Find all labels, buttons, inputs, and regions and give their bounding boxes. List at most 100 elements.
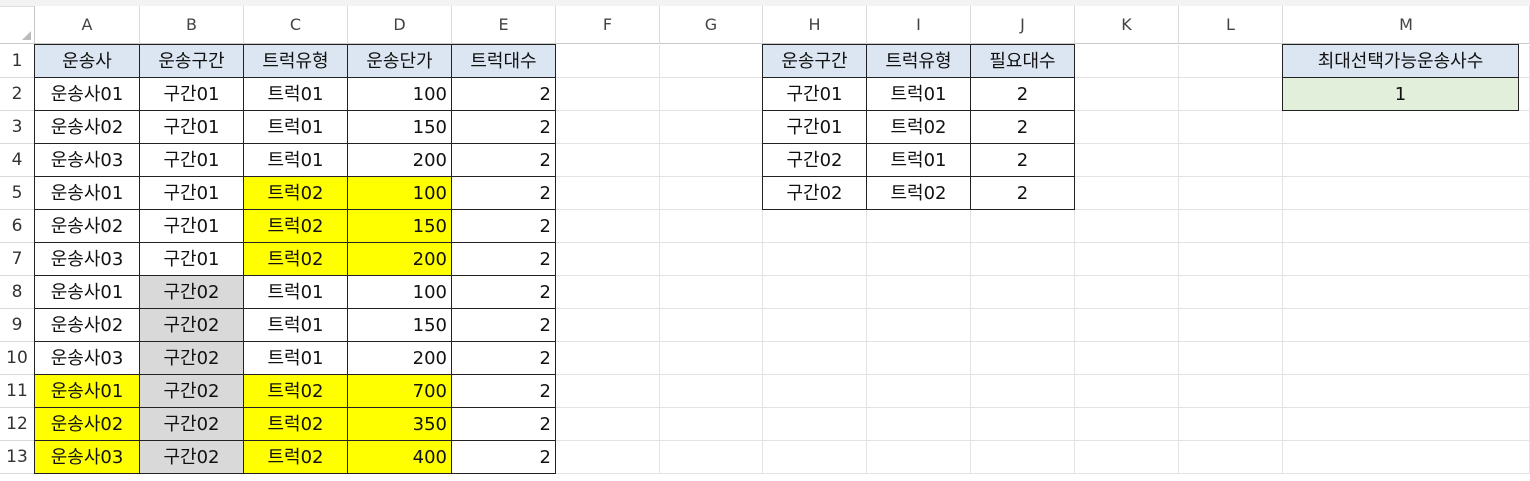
table1-cell[interactable]: 구간01	[139, 110, 244, 144]
table1-cell[interactable]: 200	[347, 242, 452, 276]
table1-cell[interactable]: 2	[451, 143, 556, 177]
grid-cell[interactable]	[971, 441, 1075, 474]
table2-cell[interactable]: 트럭01	[866, 77, 971, 111]
grid-cell[interactable]	[660, 78, 763, 111]
row-header-5[interactable]: 5	[0, 177, 35, 210]
column-header-g[interactable]: G	[660, 6, 763, 44]
table1-cell[interactable]: 운송사01	[34, 176, 140, 210]
grid-cell[interactable]	[867, 210, 971, 243]
table1-cell[interactable]: 100	[347, 275, 452, 309]
table2-cell[interactable]: 2	[970, 176, 1075, 210]
table2-cell[interactable]: 구간01	[762, 77, 867, 111]
column-header-d[interactable]: D	[348, 6, 452, 44]
grid-cell[interactable]	[1075, 408, 1179, 441]
table2-cell[interactable]: 구간02	[762, 143, 867, 177]
grid-cell[interactable]	[971, 408, 1075, 441]
table2-cell[interactable]: 구간01	[762, 110, 867, 144]
grid-cell[interactable]	[1179, 243, 1283, 276]
grid-cell[interactable]	[1075, 276, 1179, 309]
table1-cell[interactable]: 2	[451, 242, 556, 276]
grid-cell[interactable]	[556, 243, 660, 276]
grid-cell[interactable]	[763, 441, 867, 474]
table1-cell[interactable]: 200	[347, 341, 452, 375]
grid-cell[interactable]	[867, 276, 971, 309]
grid-cell[interactable]	[556, 78, 660, 111]
table2-cell[interactable]: 2	[970, 110, 1075, 144]
column-header-m[interactable]: M	[1283, 6, 1530, 44]
grid-cell[interactable]	[1075, 210, 1179, 243]
grid-cell[interactable]	[971, 276, 1075, 309]
table1-cell[interactable]: 운송사01	[34, 374, 140, 408]
row-header-2[interactable]: 2	[0, 78, 35, 111]
table1-cell[interactable]: 400	[347, 440, 452, 474]
grid-cell[interactable]	[556, 408, 660, 441]
grid-cell[interactable]	[763, 342, 867, 375]
grid-cell[interactable]	[867, 408, 971, 441]
grid-cell[interactable]	[1283, 342, 1530, 375]
grid-cell[interactable]	[1075, 111, 1179, 144]
select-all-corner[interactable]	[0, 6, 35, 44]
table1-cell[interactable]: 트럭01	[243, 143, 348, 177]
grid-cell[interactable]	[660, 45, 763, 78]
grid-cell[interactable]	[867, 441, 971, 474]
grid-cell[interactable]	[660, 441, 763, 474]
grid-cell[interactable]	[556, 111, 660, 144]
table1-cell[interactable]: 운송사03	[34, 341, 140, 375]
table1-cell[interactable]: 운송사01	[34, 275, 140, 309]
row-header-4[interactable]: 4	[0, 144, 35, 177]
row-header-13[interactable]: 13	[0, 441, 35, 474]
table2-cell[interactable]: 트럭02	[866, 176, 971, 210]
row-header-9[interactable]: 9	[0, 309, 35, 342]
table1-cell[interactable]: 2	[451, 407, 556, 441]
column-header-a[interactable]: A	[35, 6, 140, 44]
table1-cell[interactable]: 구간02	[139, 308, 244, 342]
grid-cell[interactable]	[556, 144, 660, 177]
table1-cell[interactable]: 2	[451, 341, 556, 375]
grid-cell[interactable]	[1283, 408, 1530, 441]
table1-cell[interactable]: 구간02	[139, 275, 244, 309]
column-header-k[interactable]: K	[1075, 6, 1179, 44]
grid-cell[interactable]	[556, 441, 660, 474]
grid-cell[interactable]	[1283, 276, 1530, 309]
table1-cell[interactable]: 구간02	[139, 440, 244, 474]
table1-cell[interactable]: 트럭02	[243, 176, 348, 210]
table1-cell[interactable]: 구간01	[139, 176, 244, 210]
table1-cell[interactable]: 운송사02	[34, 110, 140, 144]
grid-cell[interactable]	[971, 210, 1075, 243]
grid-cell[interactable]	[971, 309, 1075, 342]
column-header-c[interactable]: C	[244, 6, 348, 44]
column-header-h[interactable]: H	[763, 6, 867, 44]
table1-cell[interactable]: 트럭02	[243, 440, 348, 474]
grid-cell[interactable]	[867, 375, 971, 408]
max-carrier-count-header[interactable]: 최대선택가능운송사수	[1282, 44, 1519, 78]
grid-cell[interactable]	[556, 375, 660, 408]
table1-cell[interactable]: 100	[347, 77, 452, 111]
column-header-i[interactable]: I	[867, 6, 971, 44]
column-header-e[interactable]: E	[452, 6, 556, 44]
grid-cell[interactable]	[1179, 111, 1283, 144]
table1-cell[interactable]: 구간02	[139, 374, 244, 408]
grid-cell[interactable]	[1283, 441, 1530, 474]
grid-cell[interactable]	[1179, 45, 1283, 78]
grid-cell[interactable]	[1075, 177, 1179, 210]
grid-cell[interactable]	[1075, 375, 1179, 408]
grid-cell[interactable]	[1179, 375, 1283, 408]
table1-cell[interactable]: 2	[451, 209, 556, 243]
column-header-b[interactable]: B	[140, 6, 244, 44]
table1-cell[interactable]: 구간01	[139, 77, 244, 111]
table1-cell[interactable]: 2	[451, 308, 556, 342]
grid-cell[interactable]	[660, 210, 763, 243]
table1-cell[interactable]: 트럭02	[243, 374, 348, 408]
grid-cell[interactable]	[660, 243, 763, 276]
grid-cell[interactable]	[1283, 375, 1530, 408]
table2-cell[interactable]: 2	[970, 143, 1075, 177]
table1-cell[interactable]: 100	[347, 176, 452, 210]
table2-header-cell[interactable]: 운송구간	[762, 44, 867, 78]
table1-cell[interactable]: 2	[451, 374, 556, 408]
column-header-l[interactable]: L	[1179, 6, 1283, 44]
table1-cell[interactable]: 트럭02	[243, 242, 348, 276]
grid-cell[interactable]	[660, 408, 763, 441]
table2-cell[interactable]: 트럭01	[866, 143, 971, 177]
grid-cell[interactable]	[867, 309, 971, 342]
